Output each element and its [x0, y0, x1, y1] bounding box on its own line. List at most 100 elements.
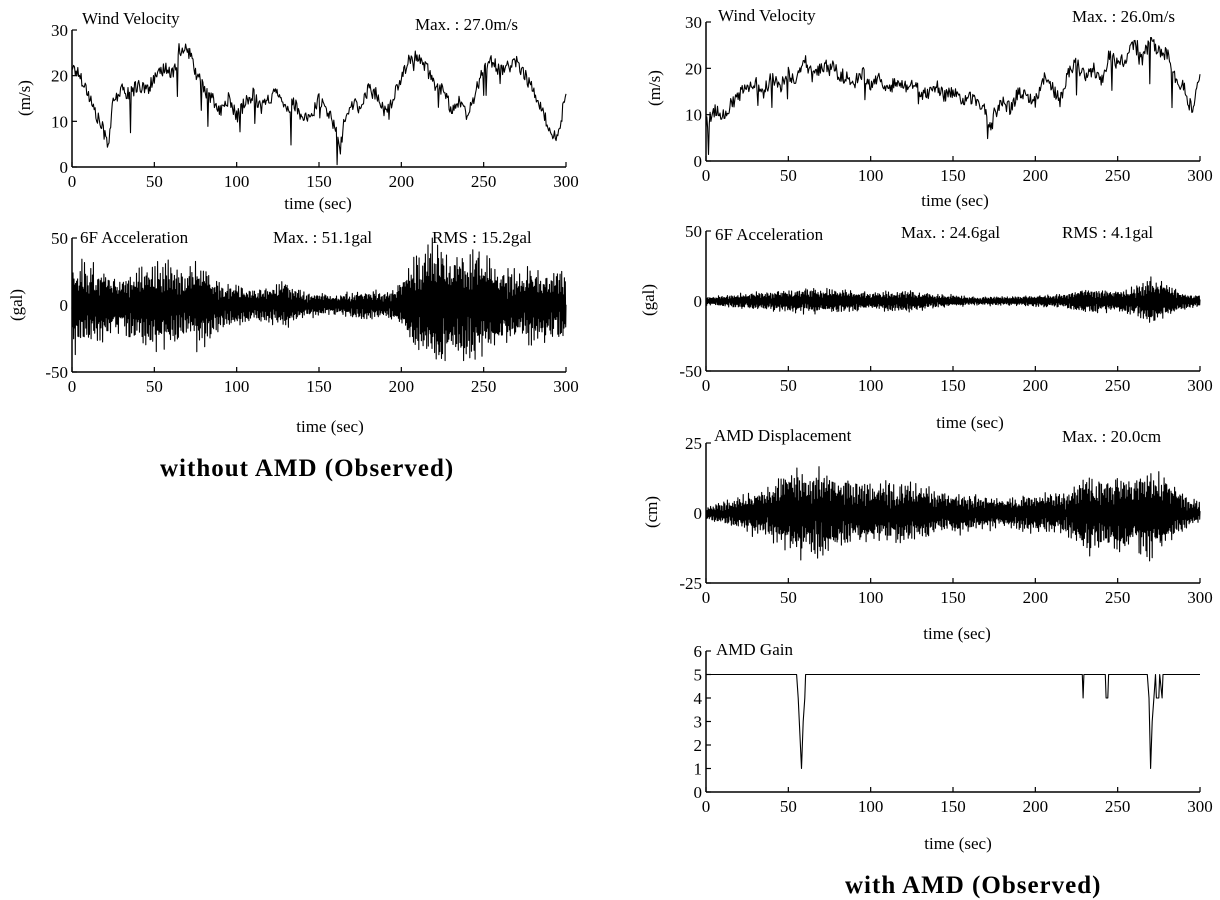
chart-wind-right: 0 50 100 150 200 250 300 0 10 20 30 Wind Velocity Ma…: [645, 6, 1213, 210]
y-tick-label: 1: [694, 760, 703, 779]
series-line-disp-right: [705, 466, 1201, 562]
y-tick-label: 20: [51, 67, 68, 86]
y-tick-label: 20: [685, 59, 702, 78]
x-tick-label: 200: [1023, 166, 1049, 185]
chart-annotation: RMS : 15.2gal: [432, 228, 532, 247]
x-tick-label: 0: [702, 376, 711, 395]
x-tick-label: 200: [1023, 588, 1049, 607]
x-tick-label: 150: [306, 377, 332, 396]
y-tick-label: -25: [679, 574, 702, 593]
y-tick-label: 2: [694, 736, 703, 755]
chart-annotation: Max. : 51.1gal: [273, 228, 372, 247]
x-tick-label: 300: [1187, 797, 1213, 816]
x-tick-label: 300: [1187, 588, 1213, 607]
chart-annotation: Max. : 20.0cm: [1062, 427, 1161, 446]
caption-with-amd: with AMD (Observed): [845, 872, 1102, 899]
y-tick-label: 0: [60, 296, 69, 315]
y-tick-label: 50: [51, 229, 68, 248]
x-tick-label: 100: [224, 172, 250, 191]
y-tick-label: 0: [694, 152, 703, 171]
x-tick-label: 250: [1105, 588, 1131, 607]
y-tick-label: 25: [685, 434, 702, 453]
chart-annotation: Max. : 26.0m/s: [1072, 7, 1175, 26]
x-tick-label: 50: [780, 797, 797, 816]
series-line-gain-right: [706, 673, 1200, 770]
x-axis-label: time (sec): [924, 834, 992, 853]
chart-annotation: Max. : 24.6gal: [901, 223, 1000, 242]
x-tick-label: 50: [780, 588, 797, 607]
y-tick-label: -50: [45, 363, 68, 382]
y-tick-label: 0: [694, 783, 703, 802]
x-tick-label: 300: [1187, 376, 1213, 395]
x-tick-label: 300: [553, 172, 579, 191]
y-tick-label: -50: [679, 362, 702, 381]
x-tick-label: 250: [471, 377, 497, 396]
chart-wind-left: 0 50 100 150 200 250 300 0 10 20 30 Wind Velocity Ma…: [15, 9, 579, 213]
y-tick-label: 0: [694, 292, 703, 311]
x-tick-label: 100: [858, 166, 884, 185]
chart-annotation: Max. : 27.0m/s: [415, 15, 518, 34]
series-line-acc-right: [705, 276, 1201, 323]
x-tick-label: 250: [1105, 376, 1131, 395]
x-tick-label: 200: [389, 377, 415, 396]
x-axis-label: time (sec): [296, 417, 364, 436]
chart-title: 6F Acceleration: [80, 228, 189, 247]
y-tick-label: 30: [51, 21, 68, 40]
series-line-acc-left: [71, 237, 567, 362]
x-tick-label: 50: [780, 166, 797, 185]
x-tick-label: 150: [306, 172, 332, 191]
y-axis-label: (m/s): [15, 80, 34, 116]
y-tick-label: 5: [694, 666, 703, 685]
y-tick-label: 10: [685, 106, 702, 125]
y-tick-label: 4: [694, 689, 703, 708]
x-tick-label: 150: [940, 797, 966, 816]
x-axis-label: time (sec): [284, 194, 352, 213]
x-tick-label: 250: [1105, 797, 1131, 816]
chart-gain-right: 0 50 100 150 200 250 300 0 1 2 3 4 5 6 AMD Gain time (s…: [694, 640, 1213, 853]
x-tick-label: 250: [471, 172, 497, 191]
chart-title: AMD Gain: [716, 640, 793, 659]
chart-title: AMD Displacement: [714, 426, 852, 445]
chart-annotation: RMS : 4.1gal: [1062, 223, 1153, 242]
x-tick-label: 300: [553, 377, 579, 396]
x-axis-label: time (sec): [921, 191, 989, 210]
x-tick-label: 0: [702, 166, 711, 185]
x-tick-label: 50: [146, 172, 163, 191]
x-tick-label: 200: [1023, 376, 1049, 395]
x-tick-label: 100: [858, 588, 884, 607]
y-axis-label: (gal): [639, 284, 658, 316]
x-tick-label: 0: [702, 797, 711, 816]
chart-title: Wind Velocity: [718, 6, 816, 25]
chart-title: 6F Acceleration: [715, 225, 824, 244]
x-tick-label: 200: [389, 172, 415, 191]
y-axis-label: (gal): [7, 289, 26, 321]
chart-title: Wind Velocity: [82, 9, 180, 28]
caption-without-amd: without AMD (Observed): [160, 455, 455, 482]
x-tick-label: 0: [68, 172, 77, 191]
x-tick-label: 150: [940, 588, 966, 607]
x-tick-label: 0: [702, 588, 711, 607]
y-tick-label: 0: [60, 158, 69, 177]
y-axis-label: (cm): [642, 496, 661, 528]
y-tick-label: 0: [694, 504, 703, 523]
x-tick-label: 100: [858, 797, 884, 816]
y-tick-label: 3: [694, 713, 703, 732]
series-line-wind-right: [705, 37, 1201, 156]
y-tick-label: 50: [685, 222, 702, 241]
y-tick-label: 10: [51, 112, 68, 131]
y-tick-label: 30: [685, 13, 702, 32]
x-tick-label: 150: [940, 166, 966, 185]
x-tick-label: 50: [146, 377, 163, 396]
x-tick-label: 300: [1187, 166, 1213, 185]
y-axis-label: (m/s): [645, 70, 664, 106]
x-tick-label: 0: [68, 377, 77, 396]
x-tick-label: 150: [940, 376, 966, 395]
x-tick-label: 100: [858, 376, 884, 395]
series-line-wind-left: [71, 43, 567, 166]
x-tick-label: 50: [780, 376, 797, 395]
x-axis-label: time (sec): [936, 413, 1004, 432]
x-tick-label: 250: [1105, 166, 1131, 185]
